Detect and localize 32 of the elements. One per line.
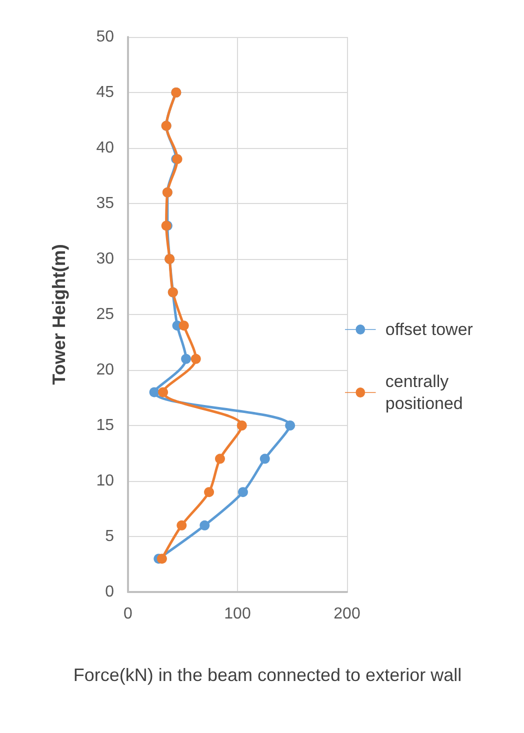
- y-tick-label: 50: [96, 28, 114, 46]
- y-tick-label: 15: [96, 417, 114, 434]
- y-tick-label: 0: [105, 584, 114, 600]
- point: [158, 387, 168, 398]
- point: [149, 387, 160, 398]
- x-tick-label: 0: [124, 606, 133, 622]
- point: [238, 487, 248, 498]
- point: [156, 554, 167, 564]
- legend-label: offset tower: [385, 320, 474, 339]
- point: [178, 320, 189, 331]
- y-tick-label: 45: [96, 84, 114, 101]
- point: [200, 520, 210, 530]
- y-axis-title: Tower Height(m): [49, 244, 69, 385]
- x-tick-label: 100: [224, 606, 251, 622]
- point: [181, 354, 192, 364]
- y-tick-label: 40: [96, 140, 114, 156]
- x-tick-label: 200: [334, 606, 360, 622]
- y-tick-label: 10: [96, 472, 114, 490]
- point: [214, 454, 225, 464]
- y-tick-label: 35: [96, 195, 114, 212]
- y-tick-label: 30: [96, 250, 114, 268]
- y-tick-label: 5: [105, 528, 114, 545]
- y-tick-label: 20: [96, 362, 114, 378]
- point: [190, 354, 201, 364]
- legend-label: centrally positioned: [385, 372, 463, 413]
- x-axis-title: Force(kN) in the beam connected to exterior wall: [73, 665, 462, 685]
- point: [176, 520, 187, 530]
- point: [260, 454, 270, 464]
- point: [285, 420, 296, 430]
- point: [204, 487, 214, 498]
- point: [236, 420, 247, 430]
- y-tick-label: 25: [96, 306, 114, 323]
